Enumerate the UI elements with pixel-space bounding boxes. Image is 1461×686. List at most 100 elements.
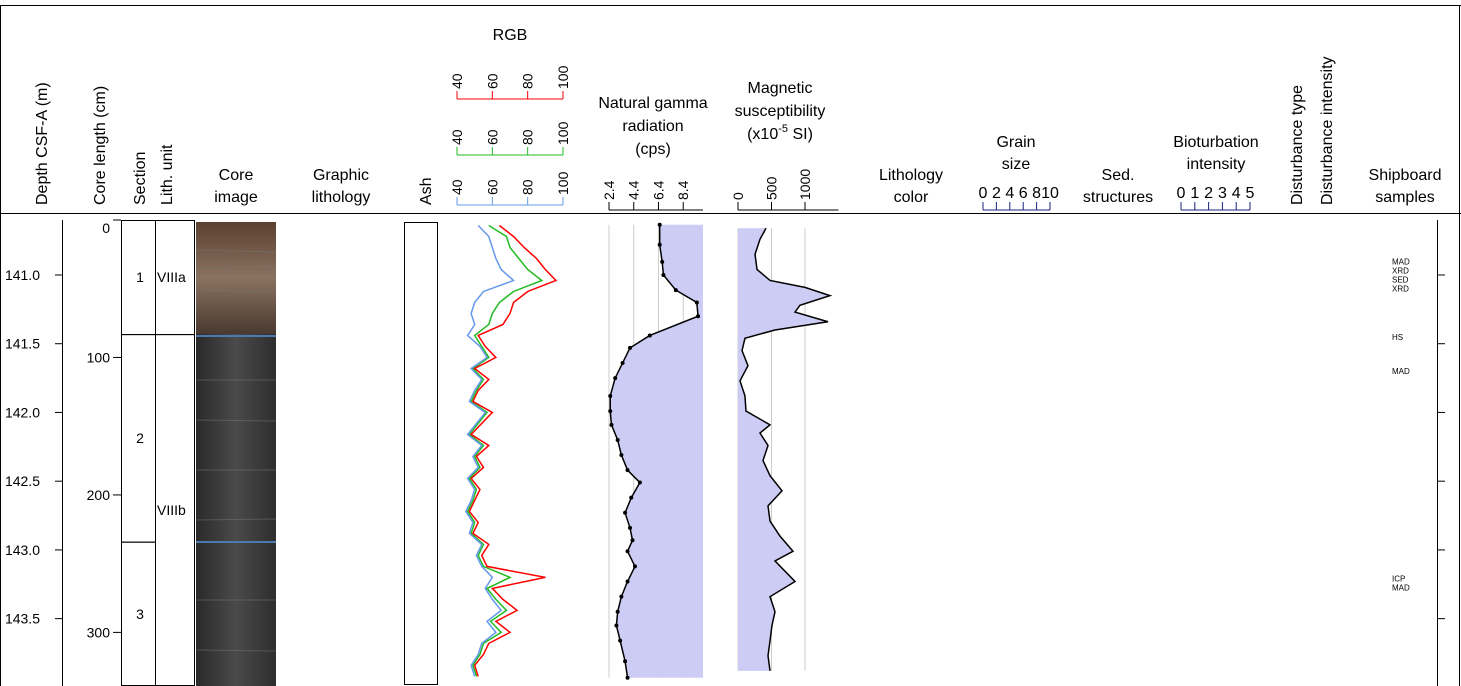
units-part: SI)	[788, 126, 813, 143]
core-image	[196, 222, 276, 686]
depth-tick-label: 142.0	[5, 404, 40, 420]
core-length-tick-label: 300	[87, 624, 111, 640]
axis-tick-label: 8	[1032, 185, 1041, 202]
ash-column	[405, 223, 438, 685]
axis-tick-label: 6.4	[650, 180, 666, 200]
column-header: Graphic	[313, 167, 369, 184]
column-header: Core	[219, 167, 254, 184]
chart-title: radiation	[622, 118, 683, 135]
chart-title: Grain	[996, 134, 1035, 151]
data-point	[619, 453, 623, 457]
page: { "depth_axis": {"label": "Depth CSF-A (…	[0, 0, 1461, 686]
sample-label: MAD	[1392, 583, 1410, 592]
chart-title: size	[1002, 156, 1031, 173]
column-header: Shipboard	[1369, 167, 1442, 184]
chart-title: Natural gamma	[598, 95, 707, 112]
data-point	[613, 376, 617, 380]
data-point	[629, 496, 633, 500]
data-point	[623, 511, 627, 515]
data-point	[626, 676, 630, 680]
data-point	[623, 659, 627, 663]
interval-label: VIIIa	[157, 269, 186, 285]
column-header: Sed.	[1102, 167, 1135, 184]
depth-tick-label: 142.5	[5, 473, 40, 489]
depth-tick-label: 141.0	[5, 267, 40, 283]
axis-tick-label: 5	[1246, 185, 1255, 202]
sample-label: XRD	[1392, 284, 1409, 293]
depth-tick-label: 141.5	[5, 336, 40, 352]
data-point	[628, 346, 632, 350]
chart-units: (x10-5 SI)	[747, 123, 813, 143]
axis-tick-label: 60	[484, 179, 500, 195]
chart-title: susceptibility	[735, 103, 826, 120]
interval-label: 1	[136, 269, 144, 285]
sample-label: MAD	[1392, 257, 1410, 266]
axis-tick-label: 100	[555, 171, 571, 195]
data-point	[626, 549, 630, 553]
axis-tick-label: 4	[1005, 185, 1014, 202]
sample-label: HS	[1392, 333, 1403, 342]
sample-label: ICP	[1392, 574, 1405, 583]
axis-tick-label: 3	[1218, 185, 1227, 202]
axis-tick-label: 2	[1204, 185, 1213, 202]
section-label: Section	[132, 152, 149, 205]
data-point	[633, 564, 637, 568]
axis-tick-label: 100	[555, 121, 571, 145]
column-header: Ash	[418, 177, 435, 205]
data-point	[626, 580, 630, 584]
area-fill	[738, 228, 830, 671]
axis-tick-label: 2.4	[601, 180, 617, 200]
sample-label: XRD	[1392, 266, 1409, 275]
axis-tick-label: 100	[555, 65, 571, 89]
data-point	[695, 300, 699, 304]
interval-label: 2	[136, 430, 144, 446]
column-header: image	[214, 189, 258, 206]
data-point	[628, 526, 632, 530]
depth-tick-label: 143.5	[5, 611, 40, 627]
axis-tick-label: 60	[484, 73, 500, 89]
data-point	[674, 288, 678, 292]
axis-tick-label: 0	[1177, 185, 1186, 202]
axis-tick-label: 40	[449, 73, 465, 89]
core-length-tick-label: 0	[102, 220, 110, 236]
column-header: samples	[1375, 189, 1435, 206]
axis-tick-label: 40	[449, 129, 465, 145]
data-point	[616, 438, 620, 442]
data-point	[638, 481, 642, 485]
axis-tick-label: 4.4	[626, 180, 642, 200]
axis-tick-label: 1	[1190, 185, 1199, 202]
axis-tick-label: 1000	[797, 169, 813, 200]
data-point	[608, 394, 612, 398]
axis-tick-label: 500	[764, 176, 780, 200]
data-point	[648, 333, 652, 337]
data-point	[696, 314, 700, 318]
axis-tick-label: 8.4	[675, 180, 691, 200]
column-header: Lithology	[879, 167, 943, 184]
data-point	[631, 538, 635, 542]
axis-tick-label: 80	[520, 73, 536, 89]
axis-tick-label: 60	[484, 129, 500, 145]
axis-tick-label: 0	[979, 185, 988, 202]
axis-tick-label: 80	[520, 129, 536, 145]
chart-title: (cps)	[635, 141, 671, 158]
data-point	[619, 595, 623, 599]
chart-title: RGB	[493, 27, 528, 44]
axis-tick-label: 80	[520, 179, 536, 195]
core-length-label: Core length (cm)	[92, 86, 109, 205]
data-point	[658, 223, 662, 227]
interval-label: VIIIb	[157, 502, 186, 518]
column-header: color	[894, 189, 929, 206]
axis-tick-label: 10	[1041, 185, 1059, 202]
lith-unit-label: Lith. unit	[159, 144, 176, 205]
units-part: -5	[778, 123, 788, 135]
data-point	[658, 243, 662, 247]
area-fill	[610, 225, 703, 678]
axis-tick-label: 4	[1232, 185, 1241, 202]
units-part: (x10	[747, 126, 778, 143]
column-header: lithology	[312, 189, 371, 206]
data-point	[626, 468, 630, 472]
axis-tick-label: 0	[730, 192, 746, 200]
core-length-tick-label: 200	[87, 487, 111, 503]
data-point	[661, 273, 665, 277]
data-point	[618, 639, 622, 643]
